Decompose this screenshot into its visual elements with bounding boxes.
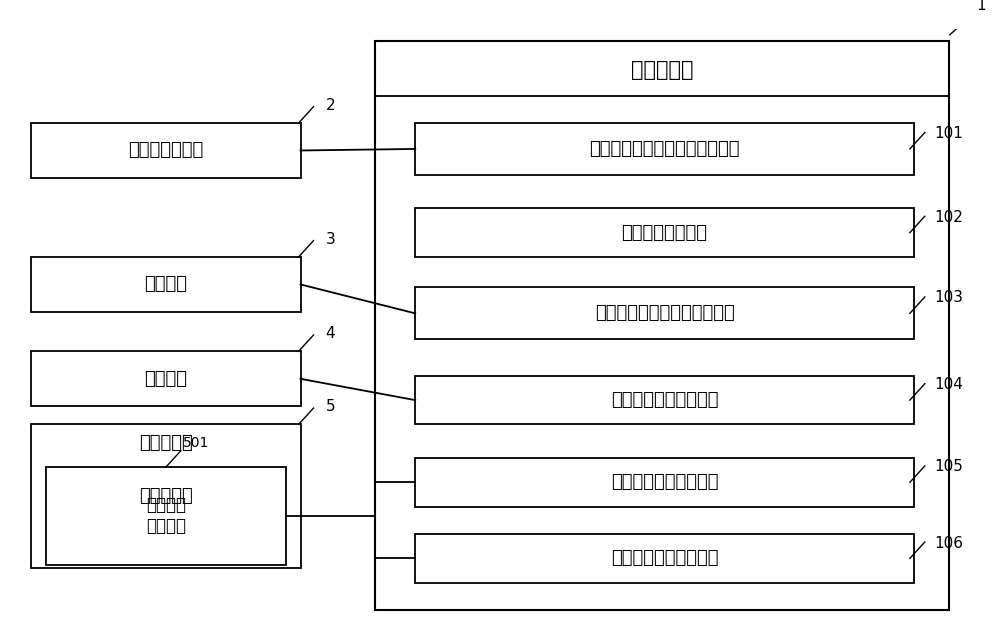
Text: 4: 4 (325, 326, 335, 341)
Text: 单相故障判断模块: 单相故障判断模块 (622, 224, 708, 242)
Text: 可控电源: 可控电源 (144, 370, 187, 388)
Text: 可控电源接入故障相控制模块: 可控电源接入故障相控制模块 (595, 304, 734, 322)
Text: 故障指示器: 故障指示器 (139, 487, 193, 505)
Text: 扫频注入命令发送模块: 扫频注入命令发送模块 (611, 391, 718, 409)
Text: 103: 103 (935, 291, 964, 305)
Text: 三相电压互感器: 三相电压互感器 (128, 141, 204, 160)
Text: 501: 501 (183, 436, 209, 450)
Text: 特征电流
发送模块: 特征电流 发送模块 (146, 497, 186, 535)
Bar (415, 534, 914, 583)
Bar (415, 458, 914, 507)
Text: 三相母线对地实时电压接收模块: 三相母线对地实时电压接收模块 (589, 140, 740, 158)
Text: 3: 3 (325, 232, 335, 247)
Text: 104: 104 (935, 377, 964, 392)
Text: 单相接地故障定位模块: 单相接地故障定位模块 (611, 550, 718, 567)
Text: 实时特征电流接收模块: 实时特征电流接收模块 (611, 473, 718, 491)
Text: 2: 2 (325, 98, 335, 112)
Text: 106: 106 (935, 535, 964, 551)
Bar (415, 208, 914, 257)
Text: 1: 1 (977, 0, 986, 13)
Text: 102: 102 (935, 210, 964, 225)
Text: 5: 5 (325, 399, 335, 414)
Bar (415, 376, 914, 424)
Bar (31, 424, 301, 567)
Text: 105: 105 (935, 459, 964, 474)
Bar (415, 123, 914, 175)
Bar (375, 41, 949, 610)
Bar (415, 288, 914, 339)
Bar (31, 257, 301, 312)
Text: 高压开关: 高压开关 (144, 275, 187, 293)
Text: 集中处理器: 集中处理器 (631, 60, 693, 80)
Text: 故障指示器: 故障指示器 (139, 434, 193, 452)
Bar (46, 467, 286, 564)
Bar (31, 123, 301, 178)
Text: 101: 101 (935, 126, 964, 141)
Bar (31, 351, 301, 406)
